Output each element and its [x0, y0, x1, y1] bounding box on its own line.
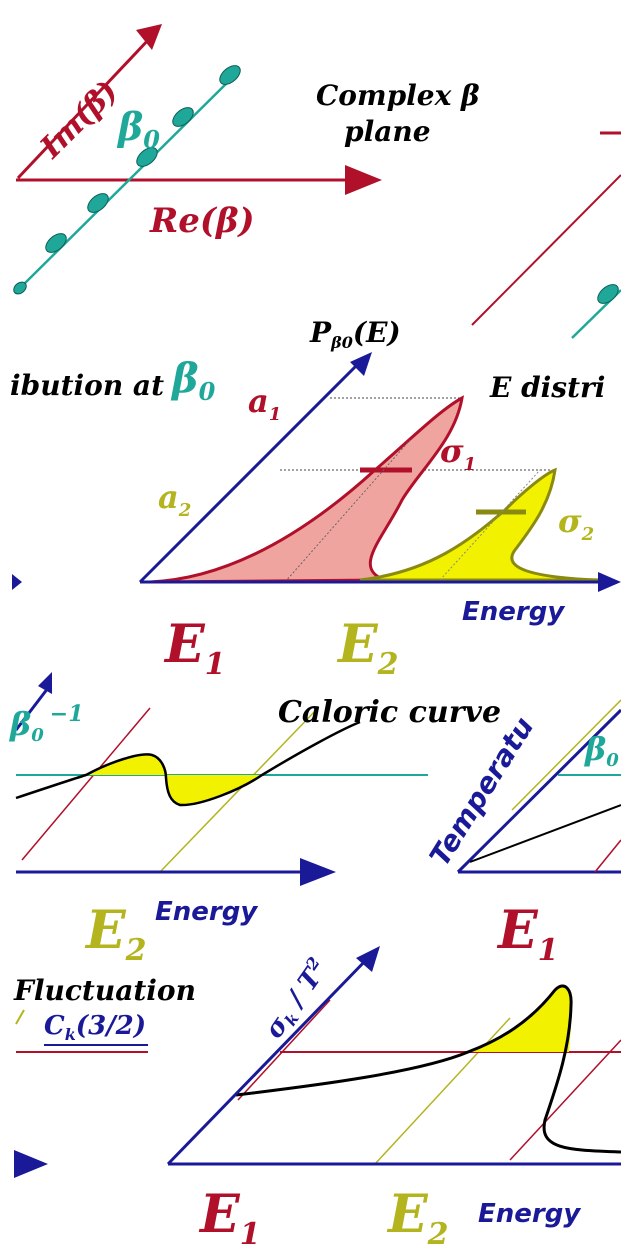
- a2-label: a2: [158, 478, 191, 521]
- inner-diagonal-1: [284, 439, 411, 583]
- second-plane-axis-fragment: [471, 174, 621, 326]
- caloric-red-diag-1: [21, 707, 151, 861]
- complex-plane-title-line1: Complex β: [316, 79, 480, 112]
- panel-energy-distribution: Pβ0(E) ibution at β0 E distri a1 a2 σ1 σ…: [10, 316, 621, 682]
- zeros-line: [17, 71, 239, 291]
- inner-diagonal-2: [439, 469, 541, 581]
- zero-point: [87, 193, 109, 213]
- distribution-left-fragment: ibution at: [10, 369, 164, 402]
- right-curve-fragment: [469, 804, 621, 863]
- fluct-y-axis-arrowhead: [356, 946, 380, 972]
- beta0-inverse-label: β0−1: [9, 701, 84, 746]
- a1-label: a1: [248, 382, 281, 425]
- right-e1-label: E1: [496, 900, 559, 968]
- panel-fluctuation: Fluctuation Ck(3/2) σk / T2 E1 E2 Energy: [13, 946, 621, 1250]
- beta0-label: β0: [116, 104, 160, 154]
- fluctuation-title-fragment: Fluctuation: [13, 974, 196, 1007]
- zero-point: [136, 147, 158, 167]
- right-temp-axis: [456, 708, 621, 874]
- zero-point: [219, 65, 241, 85]
- fluct-olive-diag: [374, 1017, 511, 1165]
- p-axis-line: [138, 358, 364, 584]
- sigma2-label: σ2: [558, 502, 594, 545]
- maxwell-lobe-lower: [166, 775, 262, 806]
- distribution-peak-e2: [359, 467, 601, 582]
- e2-label: E2: [336, 614, 399, 682]
- zero-point: [45, 233, 67, 253]
- re-axis-label: Re(β): [149, 201, 255, 241]
- caloric-e2-label: E2: [84, 900, 147, 968]
- fluctuation-left-arrow: [14, 1150, 48, 1178]
- second-plane-zero-point: [597, 284, 619, 304]
- panel-caloric-curve: β0−1 Caloric curve Energy E2 Temperatu β…: [9, 672, 621, 968]
- zero-point: [13, 281, 27, 295]
- fluct-y-axis-line: [166, 956, 370, 1166]
- distribution-peak-e1: [149, 395, 464, 584]
- distribution-right-fragment: E distri: [489, 371, 605, 404]
- caloric-temp-axis-fragment: [14, 687, 50, 731]
- complex-plane-title-line2: plane: [344, 115, 431, 148]
- re-axis-arrowhead: [345, 165, 382, 195]
- im-axis-line: [16, 36, 152, 180]
- energy-axis-label: Energy: [462, 597, 565, 627]
- left-arrow-fragment: [12, 574, 22, 590]
- p-axis-label: Pβ0(E): [309, 316, 401, 352]
- p-axis-arrowhead: [350, 352, 372, 376]
- right-red-diag: [594, 839, 621, 873]
- e1-label: E1: [163, 614, 226, 682]
- fluct-e2-label: E2: [386, 1184, 449, 1250]
- im-axis-label: Im(β): [33, 74, 125, 166]
- sigma1-label: σ1: [440, 432, 476, 475]
- right-beta0-label: β0: [584, 730, 619, 771]
- caloric-olive-diag-1: [159, 707, 319, 873]
- fluctuation-lobe: [468, 986, 572, 1052]
- fluctuation-curve-line: [235, 984, 621, 1154]
- fluct-energy-label: Energy: [478, 1199, 581, 1229]
- caloric-temp-arrowhead: [38, 672, 52, 694]
- fluct-e1-label: E1: [198, 1184, 261, 1250]
- zero-point: [172, 107, 194, 127]
- fluct-red-diag-2: [509, 1039, 621, 1161]
- caloric-curve-line: [15, 720, 361, 807]
- caloric-energy-arrowhead: [300, 858, 336, 886]
- distribution-beta0: β0: [170, 355, 216, 406]
- im-axis-arrowhead: [136, 24, 162, 50]
- energy-axis-arrowhead: [598, 572, 621, 592]
- maxwell-lobe-upper: [86, 754, 166, 775]
- fluctuation-left-olive-fragment: [15, 1009, 25, 1025]
- caloric-energy-label: Energy: [155, 897, 258, 927]
- zeros-dots: [13, 65, 241, 295]
- right-olive-diag: [511, 699, 621, 811]
- fluct-red-diag-1: [237, 999, 331, 1101]
- caloric-curve-title: Caloric curve: [278, 695, 501, 730]
- panel-complex-plane: Im(β) β0 Re(β) Complex β plane: [13, 24, 621, 339]
- fluctuation-ck-label: Ck(3/2): [44, 1011, 146, 1044]
